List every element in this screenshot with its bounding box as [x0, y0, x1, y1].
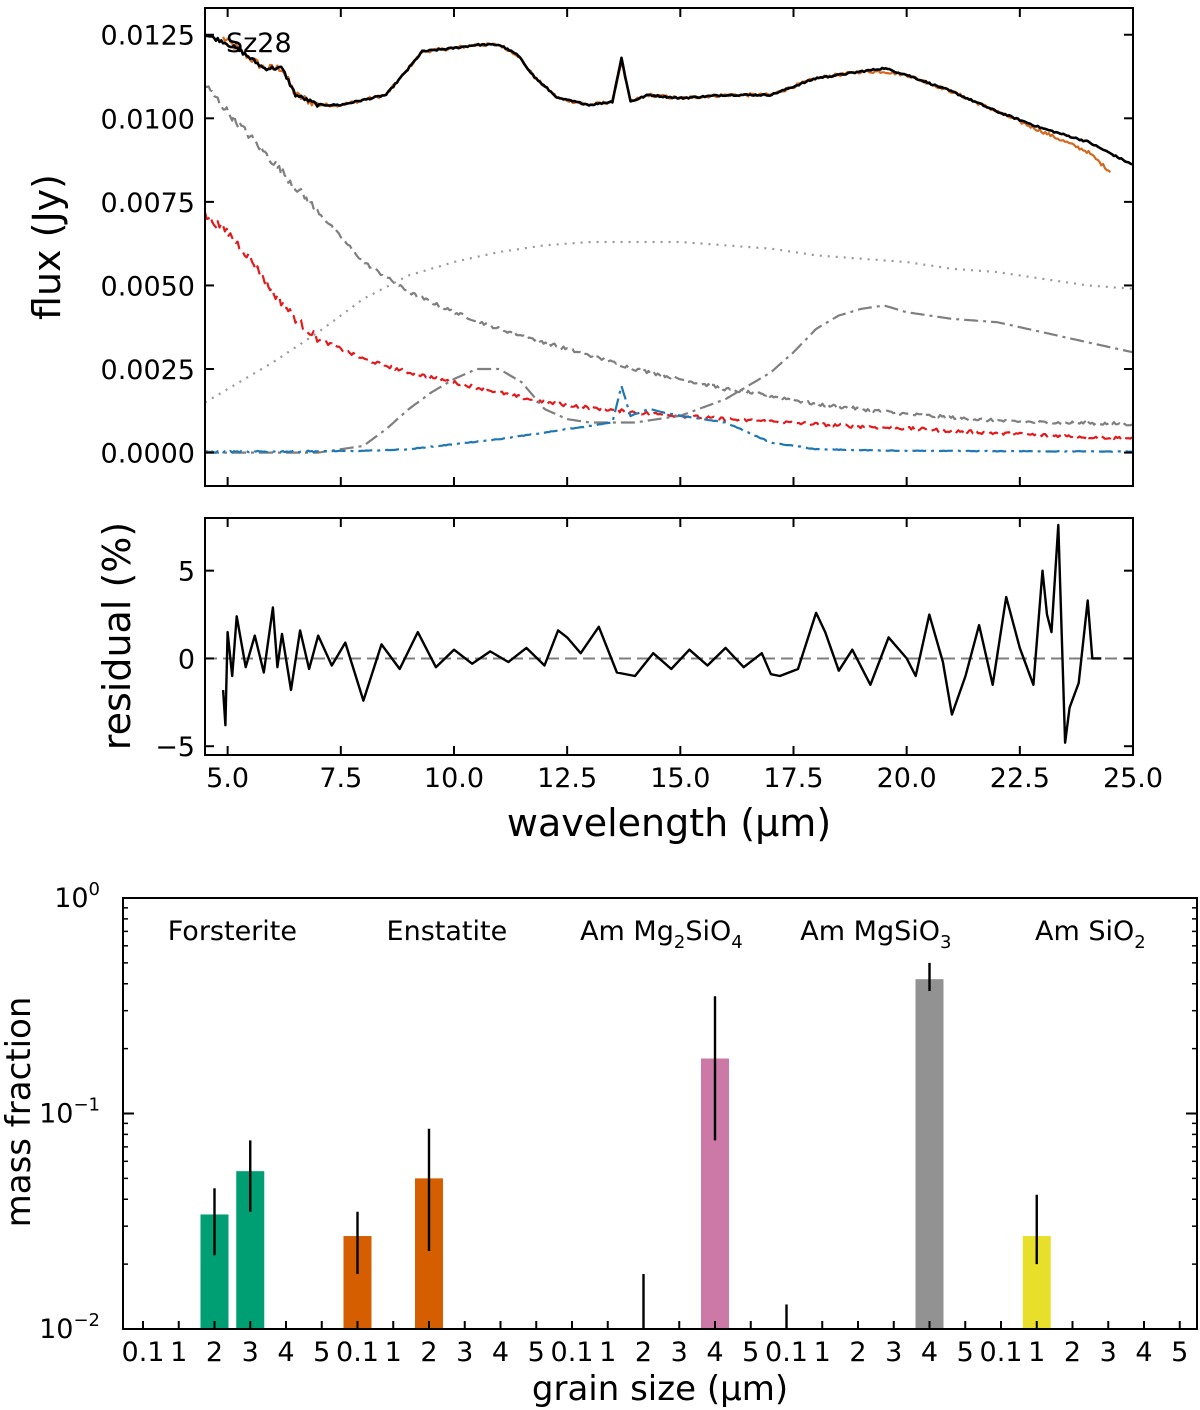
spectrum-frame: [204, 7, 1134, 487]
group-label-2: Am Mg2SiO4: [580, 916, 743, 953]
series-red_dashed: [203, 212, 1133, 441]
mass-fraction-panel: 0.1 1 2 3 4 5 0.1 1 2 3 4 5 0.1 1 2 3 4 5 0.1 1 2 3 4 5 0.1 1 2 3 4 5…: [0, 879, 1198, 1409]
flux-ytick-label: 0.0000: [101, 439, 195, 470]
series-observed: [222, 36, 1112, 174]
grain-size-tick-label: 2: [1064, 1337, 1081, 1368]
grain-size-tick-label: 3: [671, 1337, 688, 1368]
grain-size-tick-label: 5: [313, 1337, 330, 1368]
bar-am-mgsio3-4: [915, 979, 944, 1329]
grain-size-tick-label: 0.1: [765, 1337, 808, 1368]
grain-size-tick-label: 5: [957, 1337, 974, 1368]
grain-size-tick-label: 2: [849, 1337, 866, 1368]
grain-size-tick-label: 4: [492, 1337, 509, 1368]
grain-size-tick-label: 4: [1135, 1337, 1152, 1368]
grain-size-tick-label: 5: [1171, 1337, 1188, 1368]
mass-ytick-label: 100: [54, 879, 100, 914]
series-grey_dashdot: [205, 304, 1133, 454]
residual-axis-label: residual (%): [95, 522, 139, 750]
grain-size-tick-label: 1: [170, 1337, 187, 1368]
grain-size-tick-label: 4: [921, 1337, 938, 1368]
mineral-group-labels: Forsterite Enstatite Am Mg2SiO4 Am MgSiO3 Am…: [168, 916, 1146, 953]
residual-series-group: [205, 523, 1133, 744]
grain-size-tick-label: 3: [1100, 1337, 1117, 1368]
wavelength-tick-label: 10.0: [424, 763, 484, 794]
grain-size-tick-label: 2: [206, 1337, 223, 1368]
wavelength-axis-label: wavelength (μm): [507, 801, 831, 845]
flux-ytick-label: 0.0025: [101, 355, 195, 386]
grain-size-tick-label: 1: [814, 1337, 831, 1368]
group-label-4: Am SiO2: [1035, 916, 1146, 953]
wavelength-tick-label: 22.5: [990, 763, 1050, 794]
flux-axis-label: flux (Jy): [25, 174, 69, 320]
grain-size-tick-label: 1: [385, 1337, 402, 1368]
wavelength-tick-label: 7.5: [319, 763, 362, 794]
mass-ytick-label: 10−1: [39, 1095, 100, 1130]
spectrum-series-group: [203, 34, 1133, 454]
mass-fraction-axis-label: mass fraction: [0, 997, 39, 1228]
wavelength-tick-label: 17.5: [763, 763, 823, 794]
residual-frame: [204, 517, 1134, 756]
spectrum-ticks: 0.0000 0.0025 0.0050 0.0075 0.0100 0.0125: [101, 8, 1134, 486]
mass-fraction-bars: [200, 962, 1051, 1329]
residual-panel: −5 0 5 5.0 7.5 10.0 12.5 15.0 17.5 20.0 22.5 25.0 r…: [95, 517, 1163, 845]
grain-size-tick-label: 0.1: [336, 1337, 379, 1368]
series-grey_dotted: [204, 240, 1133, 404]
grain-size-tick-label: 0.1: [551, 1337, 594, 1368]
grain-size-tick-label: 0.1: [980, 1337, 1023, 1368]
wavelength-tick-label: 25.0: [1103, 763, 1163, 794]
flux-ytick-label: 0.0075: [101, 188, 195, 219]
source-label: Sz28: [226, 28, 292, 59]
wavelength-tick-label: 5.0: [206, 763, 249, 794]
flux-ytick-label: 0.0100: [101, 104, 195, 135]
mass-fraction-ticks: 0.1 1 2 3 4 5 0.1 1 2 3 4 5 0.1 1 2 3 4 5 0.1 1 2 3 4 5 0.1 1 2 3 4 5…: [39, 879, 1197, 1368]
wavelength-tick-label: 20.0: [877, 763, 937, 794]
series-grey_dashed: [204, 85, 1133, 427]
series-blue_dashdot: [204, 384, 1133, 454]
wavelength-tick-label: 12.5: [537, 763, 597, 794]
grain-size-tick-label: 2: [420, 1337, 437, 1368]
spectrum-panel: Sz28 0.0000 0.0025 0.0050 0.0075 0.0100 0.012…: [25, 7, 1134, 487]
grain-size-tick-label: 1: [1028, 1337, 1045, 1368]
flux-ytick-label: 0.0050: [101, 271, 195, 302]
series-residual: [221, 523, 1102, 744]
group-label-1: Enstatite: [387, 916, 508, 947]
grain-size-tick-label: 3: [242, 1337, 259, 1368]
grain-size-tick-label: 1: [599, 1337, 616, 1368]
group-label-3: Am MgSiO3: [800, 916, 951, 953]
residual-ytick-label: 5: [178, 557, 195, 588]
group-label-0: Forsterite: [168, 916, 297, 947]
grain-size-tick-label: 5: [742, 1337, 759, 1368]
grain-size-tick-label: 4: [706, 1337, 723, 1368]
grain-size-axis-label: grain size (μm): [532, 1369, 788, 1409]
wavelength-tick-label: 15.0: [650, 763, 710, 794]
mass-fraction-frame: [122, 897, 1198, 1330]
grain-size-tick-label: 4: [277, 1337, 294, 1368]
grain-size-tick-label: 3: [885, 1337, 902, 1368]
flux-ytick-label: 0.0125: [101, 21, 195, 52]
grain-size-tick-label: 3: [456, 1337, 473, 1368]
series-model: [204, 34, 1133, 166]
residual-ticks: −5 0 5 5.0 7.5 10.0 12.5 15.0 17.5 20.0 22.5 25.0: [155, 518, 1163, 794]
grain-size-tick-label: 5: [528, 1337, 545, 1368]
grain-size-tick-label: 2: [635, 1337, 652, 1368]
mass-ytick-label: 10−2: [39, 1310, 100, 1345]
grain-size-tick-label: 0.1: [122, 1337, 165, 1368]
residual-ytick-label: 0: [178, 644, 195, 675]
residual-ytick-label: −5: [155, 732, 195, 763]
